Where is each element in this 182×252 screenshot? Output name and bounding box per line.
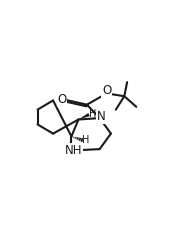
Text: H: H <box>82 135 90 145</box>
Text: NH: NH <box>65 144 83 157</box>
Polygon shape <box>78 113 90 119</box>
Text: H: H <box>89 109 97 119</box>
Text: N: N <box>97 110 106 123</box>
Text: O: O <box>57 93 67 106</box>
Text: O: O <box>102 84 111 97</box>
